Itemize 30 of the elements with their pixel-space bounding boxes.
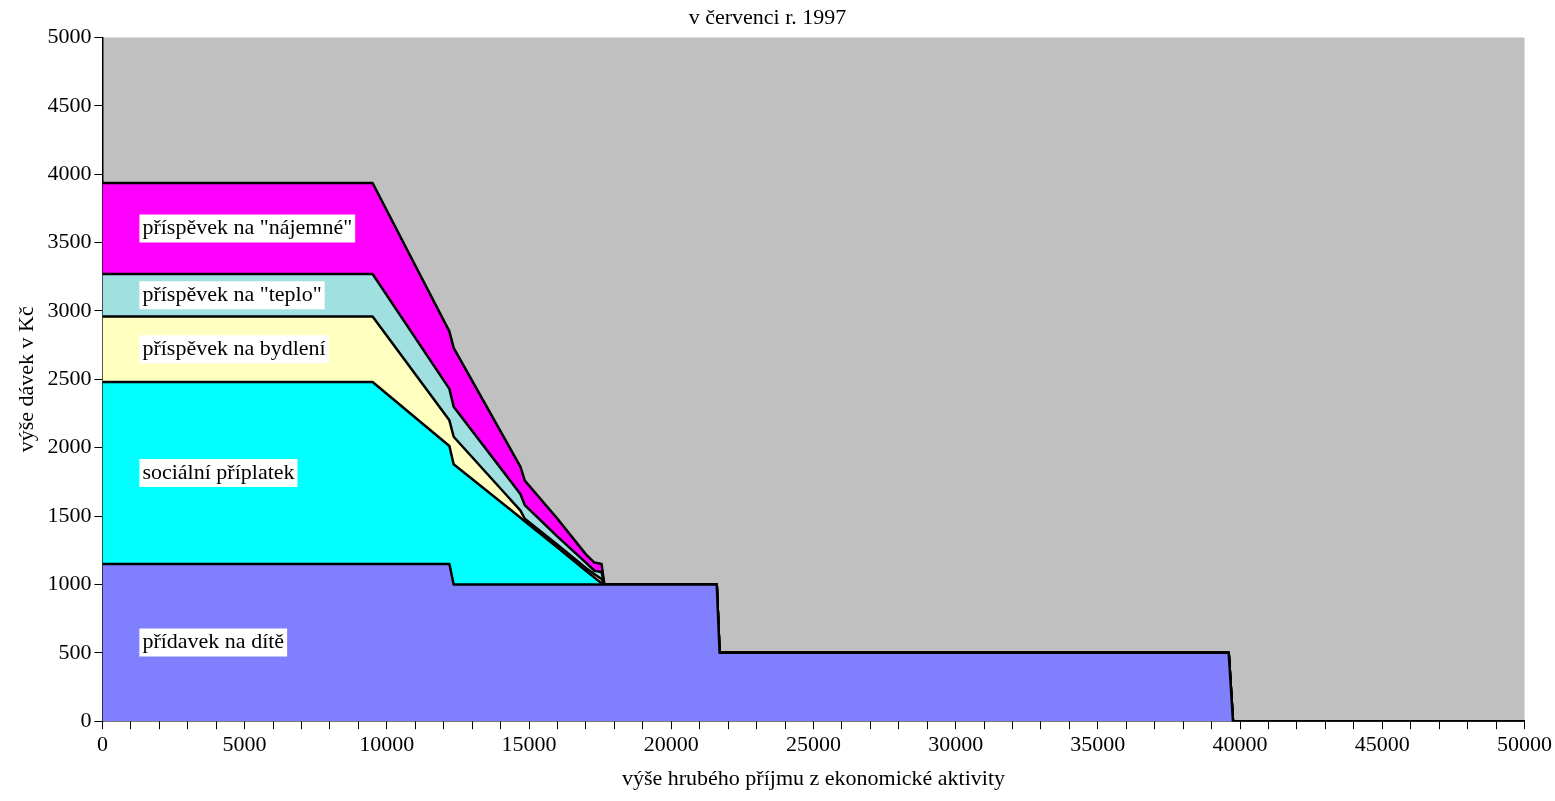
series-label: příspěvek na bydlení [142,334,326,360]
x-tick-label: 5000 [222,731,267,757]
x-tick-label: 35000 [1070,731,1126,757]
y-axis-title: výše dávek v Kč [12,306,38,453]
y-tick-label: 0 [80,706,92,732]
x-tick-label: 0 [96,731,108,757]
x-tick-label: 45000 [1354,731,1410,757]
y-tick-label: 4500 [47,91,92,117]
series-label: příspěvek na "teplo" [142,280,322,306]
y-tick-label: 2500 [47,365,92,391]
series-label: sociální příplatek [142,458,295,484]
series-label: příspěvek na "nájemné" [142,214,353,240]
y-tick-label: 4000 [47,159,92,185]
y-tick-label: 3500 [47,228,92,254]
chart-title: v červenci r. 1997 [688,3,847,29]
x-tick-label: 25000 [785,731,841,757]
x-axis-title: výše hrubého příjmu z ekonomické aktivity [621,764,1005,790]
x-tick-label: 10000 [359,731,415,757]
series-label: přídavek na dítě [142,628,285,654]
y-tick-label: 1500 [47,501,92,527]
y-tick-label: 5000 [47,23,92,49]
x-tick-label: 30000 [928,731,984,757]
x-tick-label: 15000 [501,731,557,757]
x-tick-label: 50000 [1497,731,1552,757]
y-tick-label: 500 [58,638,92,664]
x-tick-label: 20000 [643,731,699,757]
y-tick-label: 3000 [47,296,92,322]
x-tick-label: 40000 [1212,731,1268,757]
y-tick-label: 2000 [47,433,92,459]
y-tick-label: 1000 [47,570,92,596]
